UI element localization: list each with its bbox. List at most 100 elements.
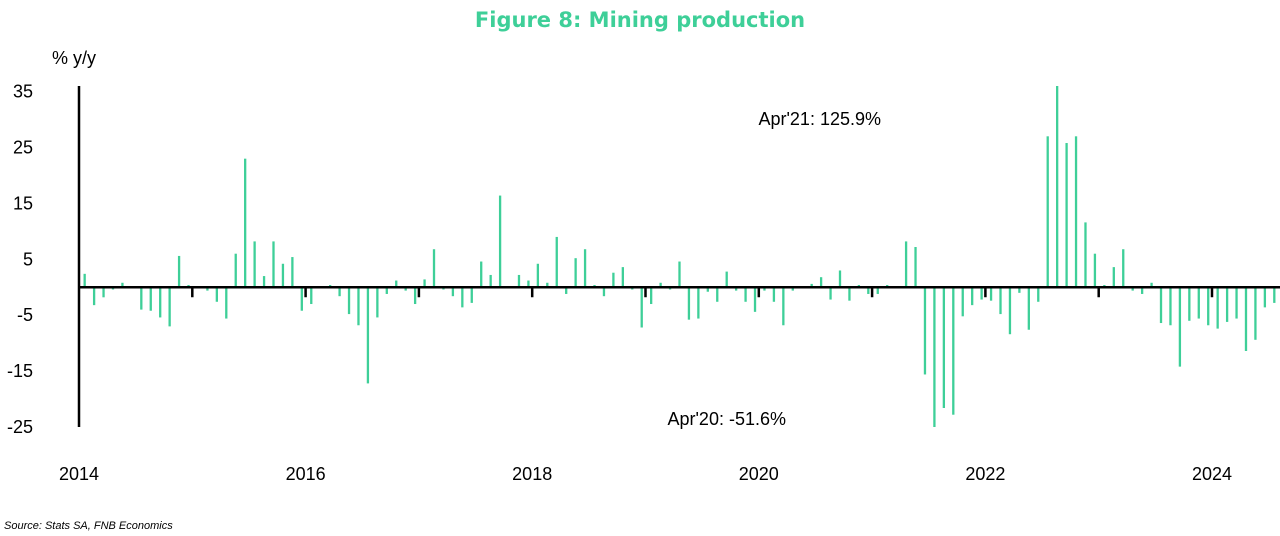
bar [121,282,124,288]
bar [999,287,1002,315]
bar [961,287,964,317]
y-tick-label: -25 [7,417,33,437]
bar [253,241,256,288]
bar [225,287,228,319]
bar [291,257,294,288]
bar [1159,287,1163,324]
y-tick-label: 25 [13,137,33,157]
bar [574,258,577,288]
bar [763,287,766,291]
bar [159,287,162,318]
bar [583,249,587,288]
bar [281,263,285,288]
bar [177,255,181,288]
bar [527,280,530,288]
bar [838,270,842,288]
bar [555,236,558,288]
x-tick-label: 2020 [739,464,779,484]
bar [706,287,709,292]
bar [1046,136,1049,288]
bar [621,267,624,288]
bar [1027,287,1030,330]
bar [971,287,974,306]
bar [413,287,417,305]
y-axis-label: % y/y [52,48,96,68]
bar [602,287,606,297]
bar [942,287,946,408]
bar [1263,287,1267,308]
x-tick-label: 2014 [59,464,99,484]
bar [933,287,936,427]
bar [1056,86,1059,288]
bar [829,287,832,300]
bar [772,287,776,302]
bar [565,287,568,294]
bar [480,261,483,288]
bar [215,287,218,302]
y-tick-label: -5 [17,305,33,325]
bar [385,287,388,294]
y-tick-labels: 35 25 15 5 -5 -15 -25 [7,82,33,437]
bar [366,287,370,384]
source-note: Source: Stats SA, FNB Economics [4,520,173,532]
y-tick-label: 5 [23,249,33,269]
bar [1225,287,1229,322]
bar [461,287,464,308]
bar [791,287,794,291]
bar [1273,287,1276,303]
bar [819,277,823,288]
bar [92,287,96,306]
bar [1178,287,1182,367]
bar [744,287,747,302]
bar [536,263,540,288]
bar [489,274,492,288]
x-tick-labels: 2014 2016 2018 2020 2022 2024 [59,464,1232,484]
bar [697,287,700,319]
bar [612,272,615,288]
bar [149,287,152,311]
bar [546,282,549,288]
bar [498,195,502,288]
x-tick-label: 2022 [965,464,1005,484]
bar [470,287,473,303]
bar [876,287,879,294]
x-tick-label: 2016 [286,464,326,484]
bar [867,287,870,294]
bar [300,287,303,311]
bars [83,86,1276,427]
bar [168,287,171,327]
chart-title: Figure 8: Mining production [475,8,805,32]
bar [1216,287,1219,329]
x-tick-marks [191,287,1214,298]
bar [517,274,521,288]
bar [1112,267,1115,288]
bar [1084,222,1087,288]
bar [725,271,728,288]
bar [244,158,247,288]
bar [848,287,851,301]
bar [753,287,757,312]
bar [1074,136,1078,288]
bar [810,283,813,288]
bar [952,287,955,415]
bar [734,287,738,291]
bar [914,247,917,288]
y-tick-label: -15 [7,361,33,381]
bar [1169,287,1172,326]
bar [659,282,662,288]
bar [102,287,105,298]
bar [432,249,436,288]
bar [206,287,209,291]
bar [687,287,691,320]
bar [395,280,398,288]
bar [1018,287,1021,293]
bar [904,241,908,288]
x-tick-label: 2018 [512,464,552,484]
bar [272,241,275,288]
y-tick-label: 15 [13,193,33,213]
bar [1065,143,1068,288]
bar [338,287,341,297]
bar [923,287,927,375]
bar [83,273,86,288]
